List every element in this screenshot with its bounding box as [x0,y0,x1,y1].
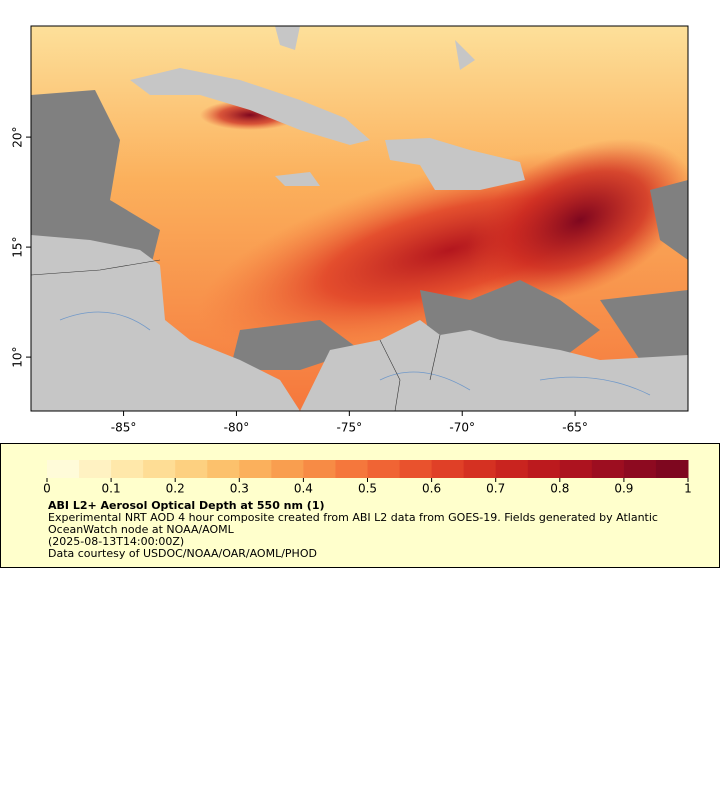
colorbar-swatch [143,460,176,478]
x-tick-label: -70° [449,421,475,435]
colorbar-tick-label: 0.7 [486,482,505,496]
colorbar-swatch [527,460,561,478]
x-tick-label: -65° [562,421,588,435]
colorbar-swatch [79,460,112,478]
legend-text: ABI L2+ Aerosol Optical Depth at 550 nm … [48,500,688,560]
legend-credit: Data courtesy of USDOC/NOAA/OAR/AOML/PHO… [48,547,317,560]
colorbar-tick-label: 0.5 [358,482,377,496]
colorbar-swatch [495,460,529,478]
colorbar-tick-label: 0.9 [614,482,633,496]
y-tick-label: 20° [11,126,25,147]
colorbar-tick-label: 0.8 [550,482,569,496]
legend-time: (2025-08-13T14:00:00Z) [48,535,185,548]
colorbar-swatch [47,460,80,478]
colorbar-swatch [367,460,401,478]
colorbar-tick-label: 0.3 [230,482,249,496]
y-tick-label: 15° [11,236,25,257]
x-tick-label: -75° [337,421,363,435]
colorbar-tick-label: 1 [684,482,692,496]
legend-title: ABI L2+ Aerosol Optical Depth at 550 nm … [48,499,325,512]
colorbar-swatch [591,460,625,478]
colorbar-tick-label: 0.4 [294,482,313,496]
colorbar-swatch [463,460,497,478]
colorbar-swatch [335,460,368,478]
colorbar-swatch [623,460,657,478]
colorbar-swatch [271,460,304,478]
map-image [31,26,688,411]
colorbar-tick-label: 0.2 [166,482,185,496]
map-frame [30,25,689,412]
colorbar-swatch [239,460,272,478]
colorbar-swatch [399,460,433,478]
legend-description: Experimental NRT AOD 4 hour composite cr… [48,511,658,536]
colorbar-swatch [111,460,144,478]
colorbar-tick-label: 0 [43,482,51,496]
colorbar-swatch [207,460,240,478]
colorbar-swatch [559,460,593,478]
x-tick-label: -85° [111,421,137,435]
colorbar-swatch [655,460,689,478]
colorbar-swatch [431,460,465,478]
colorbar-tick-label: 0.1 [102,482,121,496]
colorbar-swatch [303,460,336,478]
y-tick-label: 10° [11,346,25,367]
colorbar-tick-label: 0.6 [422,482,441,496]
x-tick-label: -80° [224,421,250,435]
colorbar-swatch [175,460,208,478]
